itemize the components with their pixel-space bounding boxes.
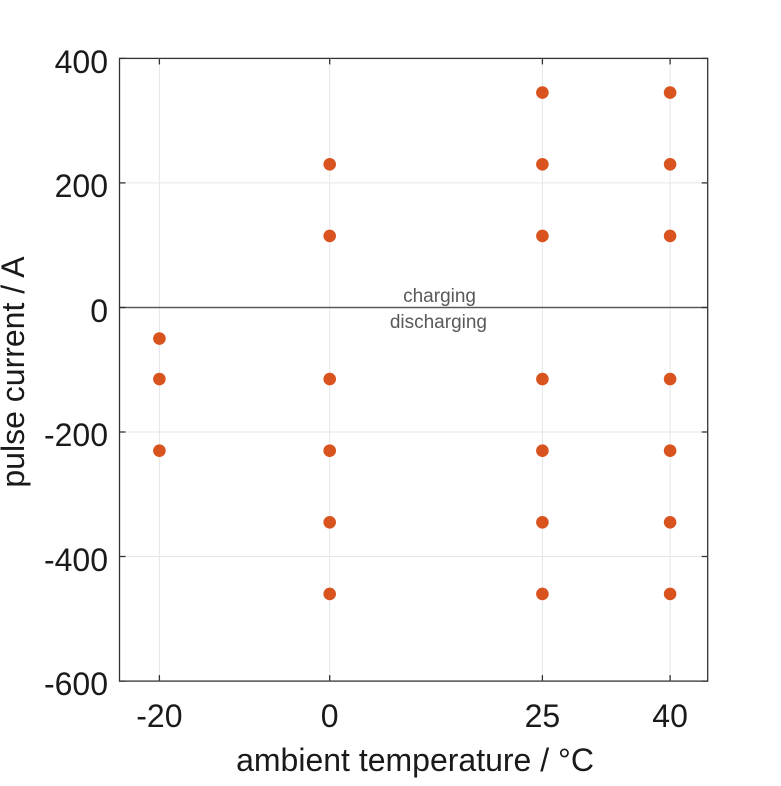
- svg-text:400: 400: [55, 44, 108, 80]
- svg-text:discharging: discharging: [390, 312, 487, 333]
- svg-text:0: 0: [321, 698, 339, 734]
- svg-text:-200: -200: [44, 417, 108, 453]
- svg-text:25: 25: [525, 698, 561, 734]
- svg-text:-400: -400: [44, 542, 108, 578]
- svg-text:-600: -600: [44, 666, 108, 702]
- svg-text:-20: -20: [136, 698, 182, 734]
- svg-text:pulse current / A: pulse current / A: [0, 256, 31, 488]
- svg-text:40: 40: [652, 698, 688, 734]
- svg-text:charging: charging: [403, 286, 476, 307]
- svg-text:200: 200: [55, 168, 108, 204]
- svg-text:ambient temperature / °C: ambient temperature / °C: [236, 742, 594, 778]
- svg-text:0: 0: [90, 293, 108, 329]
